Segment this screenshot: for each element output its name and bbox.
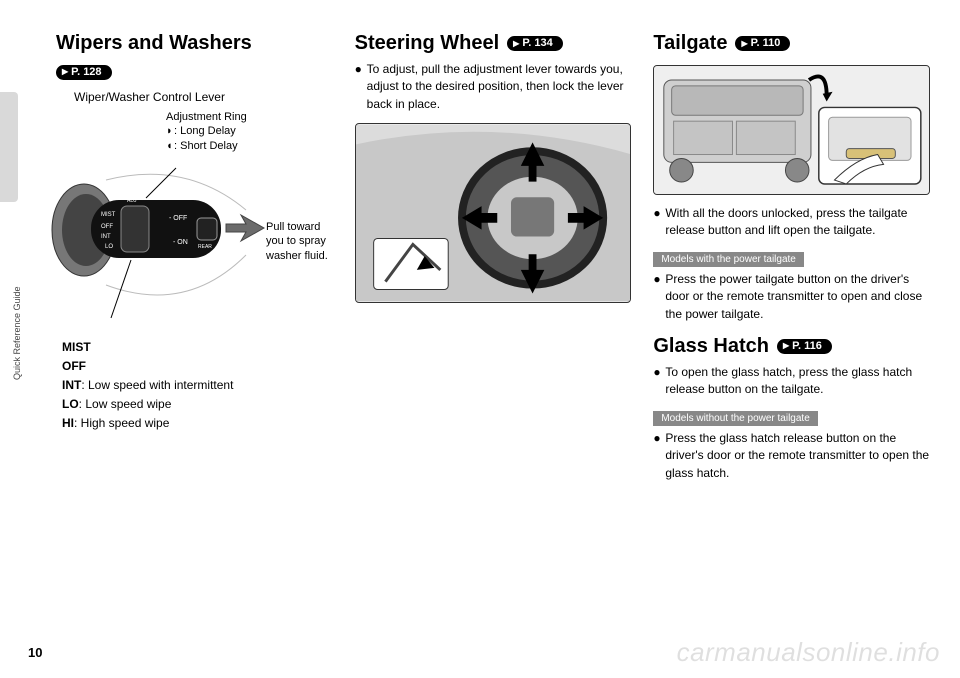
no-power-tailgate-tag: Models without the power tailgate bbox=[653, 411, 817, 426]
watermark: carmanualsonline.info bbox=[677, 637, 940, 668]
tailgate-heading: Tailgate P. 110 bbox=[653, 32, 930, 55]
side-tab bbox=[0, 92, 18, 202]
steering-bullet: ● To adjust, pull the adjustment lever t… bbox=[355, 61, 632, 113]
svg-text:- OFF: - OFF bbox=[169, 215, 187, 222]
power-tailgate-tag: Models with the power tailgate bbox=[653, 252, 804, 267]
svg-text:REAR: REAR bbox=[198, 244, 212, 250]
steering-title: Steering Wheel bbox=[355, 32, 499, 55]
svg-text:- ON: - ON bbox=[173, 239, 188, 246]
wiper-legend: MIST OFF INT: Low speed with intermitten… bbox=[62, 338, 333, 434]
svg-text:OFF: OFF bbox=[101, 224, 113, 230]
page-number: 10 bbox=[28, 645, 42, 660]
lever-caption: Wiper/Washer Control Lever bbox=[74, 90, 333, 104]
tailgate-title: Tailgate bbox=[653, 32, 727, 55]
bullet-dot: ● bbox=[355, 61, 367, 113]
side-label: Quick Reference Guide bbox=[12, 286, 22, 380]
glass-b1: ● To open the glass hatch, press the gla… bbox=[653, 364, 930, 399]
manual-page: Quick Reference Guide Wipers and Washers… bbox=[0, 0, 960, 678]
steering-page-ref: P. 134 bbox=[507, 36, 563, 51]
col-wipers: Wipers and Washers P. 128 Wiper/Washer C… bbox=[56, 32, 333, 488]
col-tailgate: Tailgate P. 110 bbox=[653, 32, 930, 488]
steering-heading: Steering Wheel P. 134 bbox=[355, 32, 632, 55]
wipers-page-ref: P. 128 bbox=[56, 65, 112, 80]
svg-text:ADJ: ADJ bbox=[127, 198, 137, 204]
steering-illustration bbox=[355, 123, 632, 303]
svg-text:LO: LO bbox=[105, 244, 113, 250]
wipers-heading: Wipers and Washers bbox=[56, 32, 333, 55]
glass-heading: Glass Hatch P. 116 bbox=[653, 335, 930, 358]
tailgate-b1: ● With all the doors unlocked, press the… bbox=[653, 205, 930, 240]
glass-title: Glass Hatch bbox=[653, 335, 769, 358]
wiper-figure: Adjustment Ring ◗: Long Delay ◖: Short D… bbox=[56, 110, 333, 330]
wipers-title: Wipers and Washers bbox=[56, 32, 252, 55]
col-steering: Steering Wheel P. 134 ● To adjust, pull … bbox=[355, 32, 632, 488]
columns: Wipers and Washers P. 128 Wiper/Washer C… bbox=[56, 32, 930, 488]
pull-label: Pull toward you to spray washer fluid. bbox=[266, 220, 336, 265]
glass-page-ref: P. 116 bbox=[777, 339, 832, 354]
glass-b2: ● Press the glass hatch release button o… bbox=[653, 430, 930, 482]
svg-text:MIST: MIST bbox=[101, 212, 116, 218]
tailgate-page-ref: P. 110 bbox=[735, 36, 790, 51]
svg-text:INT: INT bbox=[101, 234, 111, 240]
steering-text: To adjust, pull the adjustment lever tow… bbox=[367, 61, 632, 113]
tailgate-b2: ● Press the power tailgate button on the… bbox=[653, 271, 930, 323]
tailgate-illustration bbox=[653, 65, 930, 195]
